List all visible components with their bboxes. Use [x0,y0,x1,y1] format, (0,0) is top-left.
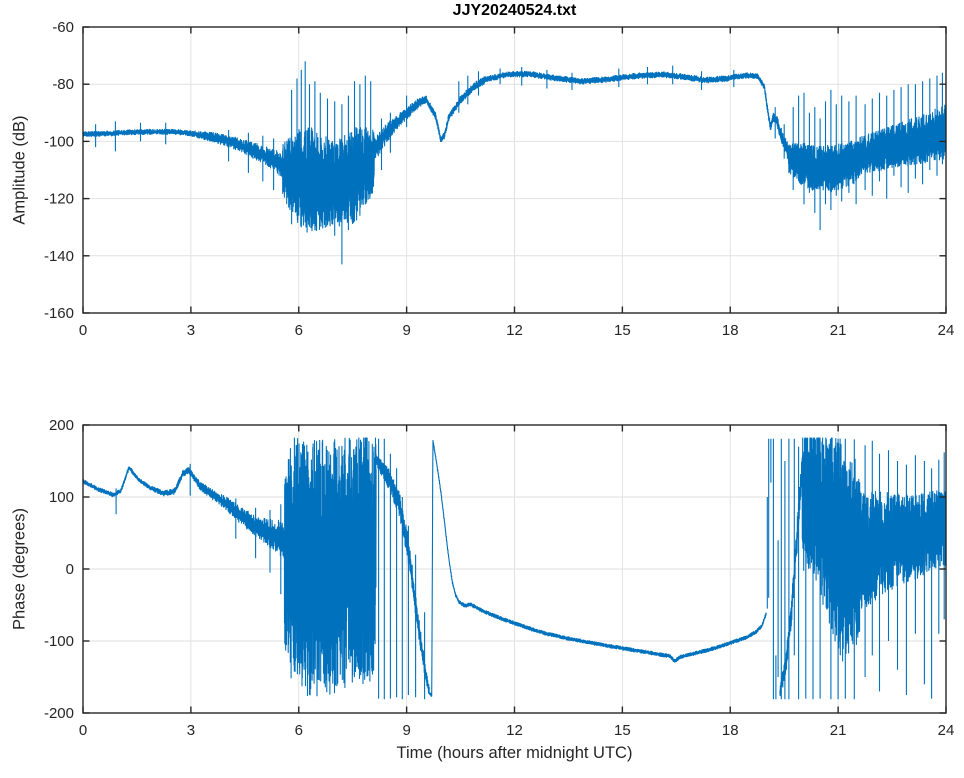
x-tick-label: 12 [506,322,523,339]
y-tick-label: -200 [44,705,74,722]
series-segment [447,71,487,122]
series-segment [787,89,861,231]
x-tick-label: 3 [187,722,195,739]
y-tick-label: 100 [49,489,74,506]
y-tick-label: 200 [49,417,74,434]
series-segment [83,121,192,152]
series-segment [485,65,759,90]
series-segment [190,130,284,190]
y-tick-label: -100 [44,633,74,650]
x-tick-label: 12 [506,722,523,739]
chart-title: JJY20240524.txt [452,2,577,19]
series-segment [779,438,803,700]
amplitude-dB-series [83,61,946,265]
x-tick-label: 21 [830,722,847,739]
series-segment [428,439,460,697]
series-segment [425,98,449,143]
y-tick-label: -60 [52,19,74,36]
x-tick-label: 0 [79,722,87,739]
y-tick-label: -100 [44,133,74,150]
x-tick-label: 9 [402,722,410,739]
x-tick-label: 24 [938,722,955,739]
series-segment [373,95,427,170]
phase-degrees-series [83,437,946,700]
series-segment [282,61,375,265]
series-segment [283,437,377,697]
x-tick-label: 15 [614,722,631,739]
x-tick-label: 21 [830,322,847,339]
series-segment [669,612,767,663]
y-tick-label: -120 [44,191,74,208]
series-segment [83,463,285,595]
x-tick-label: 24 [938,322,955,339]
x-tick-label: 9 [402,322,410,339]
series-segment [801,437,861,700]
y-tick-label: 0 [66,561,74,578]
x-tick-label: 18 [722,722,739,739]
x-tick-label: 3 [187,322,195,339]
x-tick-label: 15 [614,322,631,339]
series-segment [375,438,430,700]
y-tick-label: -140 [44,248,74,265]
x-tick-label: 6 [295,322,303,339]
y-tick-label: -160 [44,305,74,322]
x-tick-label: 18 [722,322,739,339]
series-segment [859,72,946,199]
time-x-axis-label: Time (hours after midnight UTC) [396,744,633,762]
series-segment [766,438,779,700]
series-segment [458,600,671,659]
x-tick-label: 0 [79,322,87,339]
x-tick-label: 6 [295,722,303,739]
y-tick-label: -80 [52,76,74,93]
series-segment [859,440,946,699]
series-segment [757,75,790,161]
